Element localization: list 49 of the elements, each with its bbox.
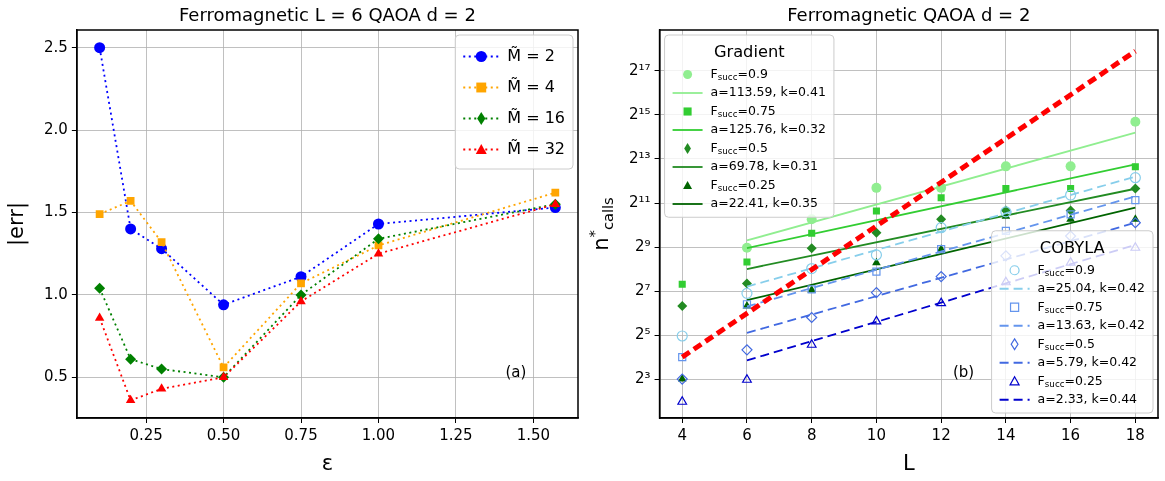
y-tick-label: 2¹⁷: [628, 60, 651, 79]
x-tick-label: 0.75: [284, 425, 318, 444]
y-tick-label: 2⁵: [635, 324, 651, 343]
y-tick-label: 1.0: [44, 284, 68, 303]
x-tick-label: 0.50: [206, 425, 241, 444]
x-tick-label: 14: [996, 425, 1016, 444]
x-tick-label: 18: [1125, 425, 1145, 444]
chart-title: Ferromagnetic QAOA d = 2: [787, 3, 1031, 25]
y-tick-label: 2.5: [44, 37, 68, 56]
legend-label: a=25.04, k=0.42: [1037, 280, 1146, 295]
annotation: (b): [953, 363, 975, 382]
x-tick-label: 6: [742, 425, 752, 444]
y-tick-label: 1.5: [44, 202, 68, 221]
x-tick-label: 8: [806, 425, 817, 444]
legend-label: M̃ = 16: [507, 107, 566, 127]
x-tick-label: 4: [677, 425, 687, 444]
legend-label: a=69.78, k=0.31: [710, 158, 818, 174]
legend-label: a=113.59, k=0.41: [710, 84, 826, 100]
y-tick-label: 2.0: [44, 119, 68, 138]
legend-label: M̃ = 32: [507, 138, 566, 158]
legend-label: a=22.41, k=0.35: [710, 195, 818, 211]
y-tick-label: 2⁹: [635, 236, 651, 255]
y-tick-label: 2¹⁵: [628, 104, 651, 123]
y-axis-title: n*calls: [585, 197, 616, 251]
y-axis-title: |err|: [4, 202, 30, 246]
x-tick-label: 1.50: [516, 425, 551, 444]
y-tick-label: 0.5: [44, 367, 68, 386]
x-tick-label: 0.25: [129, 425, 163, 444]
chart-title: Ferromagnetic L = 6 QAOA d = 2: [178, 3, 476, 25]
annotation: COBYLA: [1039, 238, 1105, 258]
x-tick-label: 1.00: [361, 425, 396, 444]
legend-title: Gradient: [713, 42, 785, 62]
legend-label: a=5.79, k=0.42: [1037, 354, 1138, 369]
y-tick-label: 2³: [635, 368, 651, 387]
legend-label: a=13.63, k=0.42: [1037, 317, 1146, 332]
x-tick-label: 1.25: [439, 425, 473, 444]
legend-label: a=125.76, k=0.32: [710, 121, 826, 137]
legend-label: M̃ = 4: [507, 76, 555, 96]
y-tick-label: 2¹¹: [628, 192, 651, 211]
x-axis-title: L: [902, 451, 915, 476]
x-axis-title: ε: [321, 451, 334, 476]
x-tick-label: 10: [866, 425, 886, 444]
x-tick-label: 16: [1061, 425, 1081, 444]
y-tick-label: 2⁷: [635, 280, 651, 299]
legend-label: a=2.33, k=0.44: [1037, 391, 1138, 406]
annotation: (a): [505, 363, 527, 382]
legend-label: M̃ = 2: [507, 45, 555, 65]
y-tick-label: 2¹³: [628, 148, 651, 167]
x-tick-label: 12: [931, 425, 951, 444]
